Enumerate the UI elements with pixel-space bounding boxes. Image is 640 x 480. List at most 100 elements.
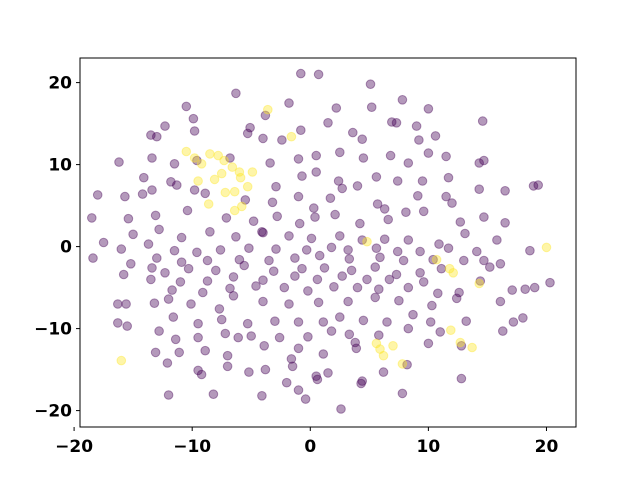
scatter-point — [500, 186, 510, 196]
scatter-point — [263, 104, 273, 115]
scatter-point — [242, 318, 253, 329]
scatter-point — [193, 318, 203, 329]
scatter-point — [529, 282, 540, 293]
scatter-point — [92, 190, 103, 200]
scatter-point — [366, 102, 377, 112]
scatter-point — [413, 191, 423, 201]
scatter-point — [166, 177, 176, 187]
scatter-point — [397, 95, 408, 105]
scatter-point — [200, 345, 210, 356]
scatter-point — [408, 309, 418, 320]
scatter-point — [415, 268, 425, 278]
x-tick-label: 20 — [535, 437, 559, 457]
scatter-point — [274, 332, 285, 343]
scatter-point — [150, 347, 161, 358]
scatter-point — [146, 274, 156, 285]
scatter-point — [378, 350, 389, 361]
scatter-point — [414, 135, 424, 145]
scatter-point — [358, 315, 369, 326]
scatter-point — [116, 355, 127, 366]
scatter-point — [431, 254, 442, 265]
scatter-point — [309, 203, 319, 213]
scatter-point — [231, 88, 241, 99]
y-tick-label: −20 — [34, 402, 72, 422]
y-tick-label: 10 — [48, 156, 72, 176]
scatter-point — [323, 118, 333, 128]
scatter-point — [160, 121, 170, 131]
scatter-point — [303, 332, 313, 342]
scatter-point — [415, 246, 425, 257]
x-tick-label: −10 — [173, 437, 211, 457]
scatter-point — [297, 263, 307, 274]
scatter-point — [189, 185, 200, 195]
scatter-point — [348, 127, 358, 138]
scatter-point — [397, 388, 408, 399]
scatter-point — [189, 153, 200, 163]
scatter-point — [518, 313, 528, 323]
scatter-point — [272, 211, 283, 222]
scatter-point — [290, 271, 300, 281]
scatter-point — [114, 157, 124, 167]
scatter-point — [467, 342, 477, 353]
scatter-point — [293, 385, 304, 395]
scatter-point — [244, 367, 254, 377]
scatter-point — [211, 265, 221, 276]
scatter-point — [479, 155, 489, 166]
scatter-point — [215, 245, 226, 255]
scatter-point — [293, 317, 304, 327]
x-tick-label: −20 — [55, 437, 93, 457]
scatter-point — [147, 185, 157, 195]
scatter-point — [371, 338, 382, 349]
scatter-point — [222, 361, 233, 372]
scatter-point — [128, 229, 138, 240]
scatter-point — [443, 172, 454, 183]
scatter-point — [221, 213, 232, 223]
scatter-point — [113, 318, 123, 328]
scatter-point — [383, 214, 394, 225]
chart-marks — [87, 68, 555, 414]
scatter-point — [116, 244, 127, 254]
scatter-point — [126, 259, 136, 269]
scatter-point — [88, 253, 98, 263]
scatter-point — [98, 237, 109, 248]
scatter-point — [533, 180, 544, 190]
scatter-point — [460, 228, 470, 239]
scatter-point — [303, 286, 313, 296]
scatter-point — [284, 231, 294, 241]
scatter-point — [312, 374, 323, 385]
scatter-point — [418, 206, 429, 217]
scatter-point — [443, 243, 454, 253]
scatter-point — [401, 207, 411, 217]
scatter-point — [172, 180, 182, 190]
scatter-point — [169, 245, 180, 256]
scatter-point — [370, 292, 381, 303]
scatter-point — [176, 257, 187, 268]
scatter-point — [270, 316, 280, 327]
scatter-point — [525, 245, 535, 256]
scatter-point — [351, 343, 362, 354]
scatter-point — [258, 133, 268, 144]
scatter-point — [433, 288, 443, 299]
scatter-point — [430, 131, 441, 141]
scatter-point — [474, 184, 485, 194]
scatter-point — [455, 217, 466, 227]
scatter-point — [123, 213, 134, 224]
scatter-point — [344, 254, 355, 264]
scatter-point — [318, 349, 329, 359]
scatter-point — [314, 250, 325, 261]
scatter-point — [418, 277, 429, 287]
scatter-point — [231, 232, 241, 242]
scatter-point — [227, 162, 238, 172]
scatter-point — [163, 390, 174, 400]
scatter-point — [385, 150, 396, 161]
scatter-point — [344, 329, 355, 340]
scatter-point — [456, 341, 467, 351]
scatter-point — [216, 314, 227, 325]
scatter-point — [147, 263, 157, 273]
scatter-point — [343, 245, 353, 255]
scatter-point — [147, 153, 157, 163]
scatter-point — [358, 153, 369, 163]
scatter-point — [329, 282, 339, 292]
scatter-point — [427, 300, 437, 311]
